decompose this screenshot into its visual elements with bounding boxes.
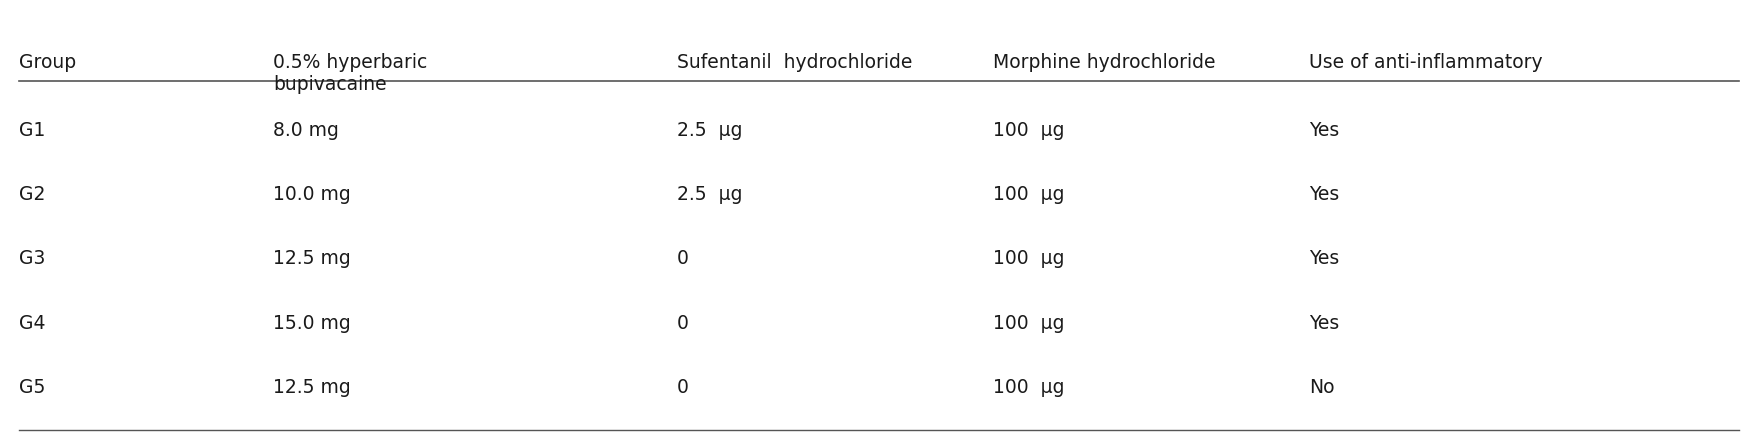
Text: 100  μg: 100 μg	[993, 121, 1065, 140]
Text: 0: 0	[676, 314, 689, 333]
Text: Yes: Yes	[1309, 314, 1339, 333]
Text: G3: G3	[19, 249, 46, 268]
Text: Group: Group	[19, 53, 76, 72]
Text: 12.5 mg: 12.5 mg	[274, 249, 351, 268]
Text: G2: G2	[19, 185, 46, 204]
Text: 0: 0	[676, 249, 689, 268]
Text: 100  μg: 100 μg	[993, 249, 1065, 268]
Text: G5: G5	[19, 378, 46, 397]
Text: 12.5 mg: 12.5 mg	[274, 378, 351, 397]
Text: 100  μg: 100 μg	[993, 314, 1065, 333]
Text: 100  μg: 100 μg	[993, 378, 1065, 397]
Text: Use of anti-inflammatory: Use of anti-inflammatory	[1309, 53, 1543, 72]
Text: 2.5  μg: 2.5 μg	[676, 185, 741, 204]
Text: G4: G4	[19, 314, 46, 333]
Text: 10.0 mg: 10.0 mg	[274, 185, 351, 204]
Text: 0.5% hyperbaric
bupivacaine: 0.5% hyperbaric bupivacaine	[274, 53, 427, 94]
Text: 0: 0	[676, 378, 689, 397]
Text: Yes: Yes	[1309, 185, 1339, 204]
Text: 100  μg: 100 μg	[993, 185, 1065, 204]
Text: 8.0 mg: 8.0 mg	[274, 121, 339, 140]
Text: G1: G1	[19, 121, 46, 140]
Text: No: No	[1309, 378, 1334, 397]
Text: Yes: Yes	[1309, 249, 1339, 268]
Text: 2.5  μg: 2.5 μg	[676, 121, 741, 140]
Text: Yes: Yes	[1309, 121, 1339, 140]
Text: Morphine hydrochloride: Morphine hydrochloride	[993, 53, 1214, 72]
Text: Sufentanil  hydrochloride: Sufentanil hydrochloride	[676, 53, 912, 72]
Text: 15.0 mg: 15.0 mg	[274, 314, 351, 333]
